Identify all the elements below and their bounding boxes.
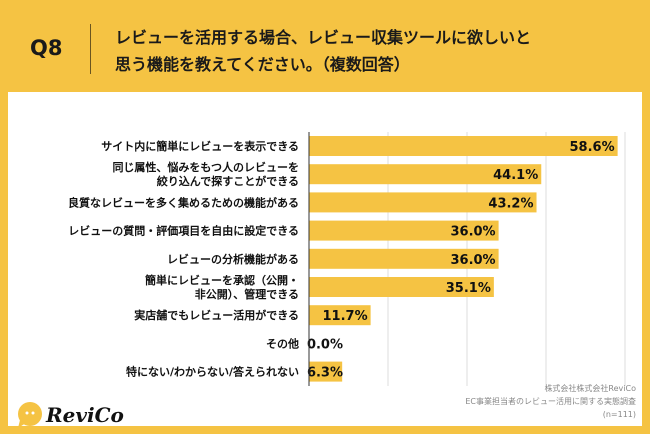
category-label: レビューの質問・評価項目を自由に設定できる: [68, 224, 299, 238]
data-label: 58.6%: [570, 140, 615, 155]
title-line-1: レビューを活用する場合、レビュー収集ツールに欲しいと: [115, 28, 532, 47]
title-line-2: 思う機能を教えてください。（複数回答）: [115, 55, 410, 74]
category-label: 同じ属性、悩みをもつ人のレビューを: [112, 160, 299, 174]
data-label: 44.1%: [493, 168, 538, 183]
category-label: サイト内に簡単にレビューを表示できる: [101, 139, 299, 153]
bar: [309, 164, 542, 185]
source-survey: EC事業担当者のレビュー活用に関する実態調査: [465, 397, 636, 406]
data-label: 36.0%: [450, 253, 495, 268]
source-note: 株式会社株式会社ReviCo EC事業担当者のレビュー活用に関する実態調査 (n…: [465, 382, 636, 421]
bar: [309, 220, 499, 241]
source-company: 株式会社株式会社ReviCo: [544, 384, 636, 393]
category-label: 非公開）、管理できる: [195, 287, 299, 301]
category-label: その他: [266, 336, 299, 350]
data-label: 6.3%: [307, 366, 343, 381]
category-label: 良質なレビューを多く集めるための機能がある: [68, 195, 299, 209]
category-label: 絞り込んで探すことができる: [157, 174, 299, 188]
data-label: 11.7%: [323, 309, 368, 324]
sample-size: (n=111): [602, 410, 636, 419]
brand-name: ReviCo: [45, 403, 124, 427]
data-label: 36.0%: [450, 225, 495, 240]
bar: [309, 192, 537, 213]
revico-logo: ReviCo: [16, 402, 126, 432]
data-label: 43.2%: [488, 196, 533, 211]
bar: [309, 277, 494, 297]
category-label: 実店舗でもレビュー活用ができる: [134, 308, 299, 322]
data-label: 0.0%: [307, 337, 343, 352]
question-number: Q8: [30, 36, 63, 60]
header-divider: [90, 24, 91, 74]
category-label: 特にない/わからない/答えられない: [126, 365, 299, 379]
page-title: レビューを活用する場合、レビュー収集ツールに欲しいと 思う機能を教えてください。…: [115, 24, 531, 78]
category-label: 簡単にレビューを承認（公開・: [145, 273, 299, 287]
category-label: レビューの分析機能がある: [167, 252, 299, 266]
data-label: 35.1%: [446, 281, 491, 296]
bar: [309, 248, 499, 269]
bar: [309, 361, 343, 382]
bar: [309, 305, 371, 326]
bar: [309, 136, 618, 156]
speech-bubble-icon: [18, 402, 42, 426]
